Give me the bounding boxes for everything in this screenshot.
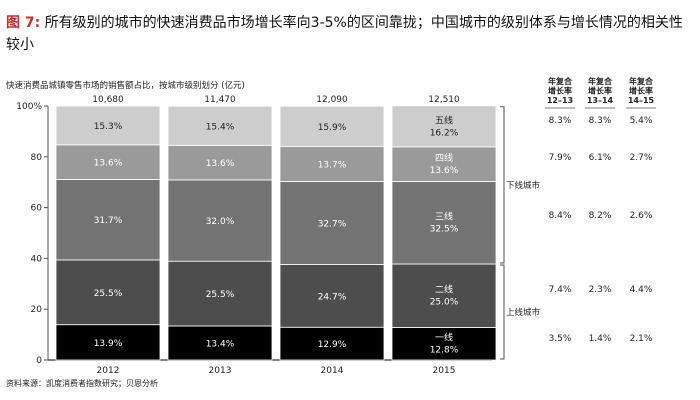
bracket-label: 下线城市 xyxy=(506,180,541,191)
y-tick-label: 60 xyxy=(31,204,43,214)
cagr-header: 12–13 xyxy=(547,96,573,105)
bar-data-label: 12.9% xyxy=(318,340,347,350)
x-tick-label: 2013 xyxy=(209,366,232,376)
cagr-header: 增长率 xyxy=(548,86,572,96)
bar-segment xyxy=(391,327,497,361)
cagr-header: 13–14 xyxy=(587,96,614,105)
bar-segment xyxy=(55,259,161,326)
cagr-cell: 2.6% xyxy=(630,211,653,221)
bar-data-label: 13.6% xyxy=(206,159,235,169)
figure-title: 图 7: 所有级别的城市的快速消费品市场增长率向3-5%的区间靠拢；中国城市的级… xyxy=(6,12,686,56)
bar-data-label: 12.8% xyxy=(430,346,459,356)
bar-total-label: 12,090 xyxy=(316,95,348,105)
x-tick-label: 2012 xyxy=(97,366,120,376)
bar-series-name: 二线 xyxy=(435,284,453,296)
bar-segment xyxy=(279,181,385,265)
y-tick-label: 40 xyxy=(31,254,43,264)
bar-data-label: 13.9% xyxy=(94,339,123,349)
bar-segment xyxy=(279,146,385,182)
y-tick-label: 0 xyxy=(36,356,42,366)
bar-series-name: 四线 xyxy=(435,152,453,164)
bar-segment xyxy=(167,325,273,361)
cagr-cell: 4.4% xyxy=(630,285,653,295)
bar-data-label: 32.7% xyxy=(318,219,347,229)
bar-segment xyxy=(391,263,497,328)
bar-data-label: 31.7% xyxy=(94,216,123,226)
bracket xyxy=(500,106,505,264)
bar-total-label: 10,680 xyxy=(92,95,124,105)
bar-data-label: 13.7% xyxy=(318,161,347,171)
bar-series-name: 五线 xyxy=(435,114,453,126)
bar-segment xyxy=(279,105,385,148)
cagr-cell: 8.4% xyxy=(549,211,572,221)
bracket-label: 上线城市 xyxy=(506,307,541,318)
bar-data-label: 15.3% xyxy=(94,122,123,132)
y-tick-label: 80 xyxy=(31,153,43,163)
bar-segment xyxy=(167,260,273,327)
cagr-header: 增长率 xyxy=(629,86,653,96)
figure-label: 图 7: xyxy=(6,15,41,31)
bar-segment xyxy=(279,264,385,328)
bar-series-name: 一线 xyxy=(435,332,453,344)
x-tick-label: 2015 xyxy=(433,366,456,376)
bar-data-label: 24.7% xyxy=(318,292,347,302)
bar-data-label: 13.4% xyxy=(206,339,235,349)
bar-data-label: 16.2% xyxy=(430,128,459,138)
x-tick-label: 2014 xyxy=(321,366,344,376)
bar-data-label: 13.6% xyxy=(94,159,123,169)
cagr-header: 14–15 xyxy=(628,96,655,105)
bar-total-label: 11,470 xyxy=(204,95,236,105)
bar-segment xyxy=(55,105,161,146)
cagr-cell: 8.2% xyxy=(589,211,612,221)
bar-segment xyxy=(167,105,273,146)
bar-series-name: 三线 xyxy=(435,211,453,223)
bar-segment xyxy=(55,144,161,180)
cagr-header: 年复合 xyxy=(548,76,573,86)
cagr-cell: 2.1% xyxy=(630,334,653,344)
bar-data-label: 25.0% xyxy=(430,298,459,308)
bar-total-label: 12,510 xyxy=(428,95,460,105)
cagr-cell: 7.4% xyxy=(549,285,572,295)
cagr-cell: 6.1% xyxy=(589,153,612,163)
bar-data-label: 25.5% xyxy=(94,289,123,299)
chart-subtitle: 快速消费品城镇零售市场的销售额占比，按城市级别划分 (亿元) xyxy=(6,80,245,91)
cagr-header: 增长率 xyxy=(588,86,612,96)
cagr-cell: 5.4% xyxy=(630,116,653,126)
bar-data-label: 25.5% xyxy=(206,290,235,300)
cagr-cell: 8.3% xyxy=(549,116,572,126)
bar-segment xyxy=(55,324,161,361)
cagr-cell: 2.7% xyxy=(630,153,653,163)
bar-data-label: 15.9% xyxy=(318,123,347,133)
bracket xyxy=(500,264,505,360)
figure-title-text: 所有级别的城市的快速消费品市场增长率向3-5%的区间靠拢；中国城市的级别体系与增… xyxy=(6,15,683,53)
cagr-cell: 8.3% xyxy=(589,116,612,126)
cagr-header: 年复合 xyxy=(629,76,654,86)
bar-segment xyxy=(167,144,273,181)
bar-segment xyxy=(55,179,161,261)
bar-segment xyxy=(391,105,497,148)
cagr-header: 年复合 xyxy=(588,76,613,86)
bar-data-label: 15.4% xyxy=(206,122,235,132)
cagr-cell: 3.5% xyxy=(549,334,572,344)
source-note: 资料来源：凯度消费者指数研究；贝恩分析 xyxy=(6,378,158,388)
y-tick-label: 100% xyxy=(16,102,42,112)
bar-segment xyxy=(391,181,497,265)
cagr-cell: 2.3% xyxy=(589,285,612,295)
cagr-cell: 7.9% xyxy=(549,153,572,163)
bar-data-label: 13.6% xyxy=(430,166,459,176)
bar-data-label: 32.0% xyxy=(206,217,235,227)
bar-data-label: 32.5% xyxy=(430,225,459,235)
bar-segment xyxy=(167,179,273,262)
cagr-cell: 1.4% xyxy=(589,334,612,344)
y-tick-label: 20 xyxy=(31,305,43,315)
